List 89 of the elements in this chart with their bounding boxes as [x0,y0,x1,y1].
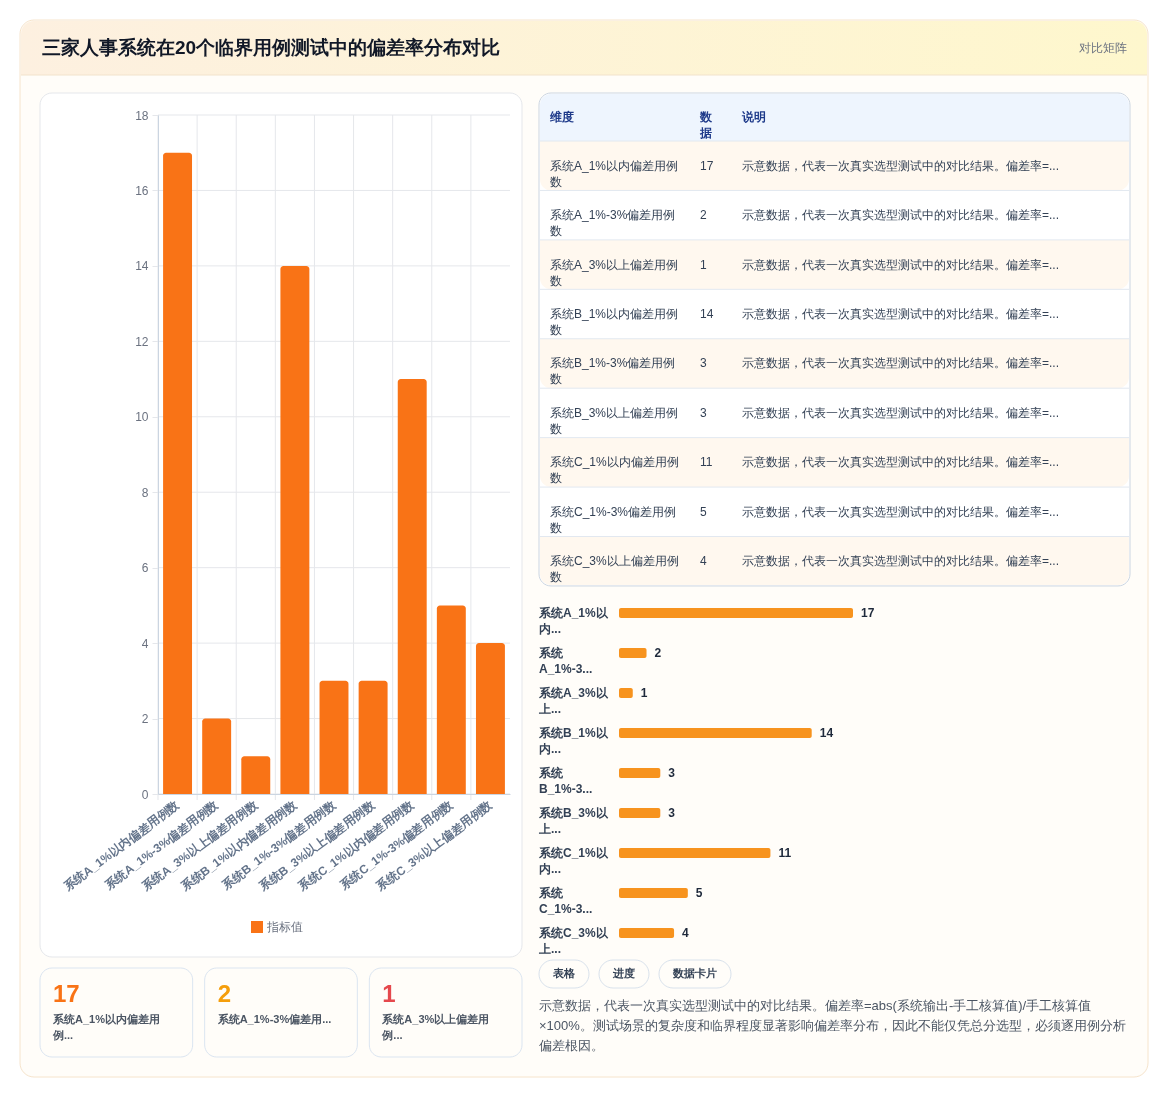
bar [436,605,466,794]
data-label: 4 [682,926,690,940]
bar [475,643,505,794]
category-label: 系统B_1%以内偏差用例数 [550,307,679,338]
data-label: 14 [700,307,714,322]
text: 示意数据，代表一次真实选型测试中的对比结果。偏差率=... [742,504,1060,519]
text: 示意数据，代表一次真实选型测试中的对比结果。偏差率=... [742,554,1060,569]
text: 说明 [741,110,766,124]
y-tick-label: 系统C_1%以内... [538,846,609,876]
y-tick-label: 系统C_1%-3... [538,886,593,916]
data-label: 1 [700,257,707,272]
text: 示意数据，代表一次真实选型测试中的对比结果。偏差率=... [742,257,1060,272]
y-tick-label: 10 [135,410,149,425]
bar [619,648,647,658]
bar [619,848,771,858]
data-label: 4 [700,554,707,569]
data-label: 5 [695,886,703,900]
y-tick-label: 14 [135,259,149,274]
bar [241,756,271,794]
bar [202,718,232,794]
text: 三家人事系统在20个临界用例测试中的偏差率分布对比 [42,37,501,58]
data-label: 1 [640,686,648,700]
bar [358,680,388,794]
y-tick-label: 6 [141,561,149,576]
category-label: 系统C_3%以上偏差用例数 [550,554,679,585]
category-label: 系统A_3%以上偏差用例... [381,1013,490,1041]
y-tick-label: 4 [141,636,149,651]
y-tick-label: 18 [135,108,149,123]
text: 维度 [549,110,574,124]
text: 示意数据，代表一次真实选型测试中的对比结果。偏差率=abs(系统输出-手工核算值)/手工核算值×100%。测试场景的复杂度和临界程度显著影响偏差率分布，因此不能仅凭总分选型，必须逐用例分析偏差根因。 [539,998,1126,1053]
text: 示意数据，代表一次真实选型测试中的对比结果。偏差率=... [742,208,1060,223]
bar [619,608,853,618]
data-label: 3 [668,766,676,780]
category-label: 系统C_1%-3%偏差用例数 [550,504,677,535]
y-tick-label: 系统A_1%以内... [538,606,609,636]
data-label: 11 [700,455,713,470]
y-tick-label: 2 [141,712,149,727]
data-label: 17 [861,606,875,620]
category-label: 系统C_1%以内偏差用例数 [550,455,679,486]
bar [163,152,193,794]
bar [619,688,633,698]
bar [619,808,661,818]
text: 示意数据，代表一次真实选型测试中的对比结果。偏差率=... [742,158,1060,173]
category-label: 系统A_1%以内偏差用例数 [550,158,679,189]
bar [319,680,349,794]
text: 示意数据，代表一次真实选型测试中的对比结果。偏差率=... [742,455,1060,470]
text: 对比矩阵 [1079,41,1127,55]
text: 示意数据，代表一次真实选型测试中的对比结果。偏差率=... [742,405,1060,420]
category-label: 系统A_1%-3%偏差用... [216,1013,332,1025]
bar [619,768,661,778]
text: 示意数据，代表一次真实选型测试中的对比结果。偏差率=... [742,307,1060,322]
bar [619,728,812,738]
legend-label: 指标值 [266,920,303,934]
y-tick-label: 0 [141,787,149,802]
category-label: 表格 [552,967,576,979]
category-label: 系统B_1%-3%偏差用例数 [550,356,676,387]
bar [619,928,675,938]
data-label: 2 [654,646,662,660]
y-tick-label: 系统B_1%-3... [538,766,593,796]
category-label: 系统B_3%以上偏差用例数 [550,405,679,436]
y-tick-label: 8 [141,485,149,500]
data-label: 3 [700,356,707,371]
category-label: 数据卡片 [672,967,717,979]
data-label: 3 [700,405,707,420]
data-label: 11 [778,846,792,860]
data-label: 2 [217,980,232,1007]
y-tick-label: 系统A_1%-3... [538,646,593,676]
bar [280,265,310,794]
data-label: 2 [700,208,707,223]
data-label: 14 [819,726,834,740]
y-tick-label: 系统B_3%以上... [538,806,609,836]
y-tick-label: 系统A_3%以上... [538,686,609,716]
text: 数据 [699,110,713,140]
text: 示意数据，代表一次真实选型测试中的对比结果。偏差率=... [742,356,1060,371]
data-label: 17 [700,158,714,173]
data-label: 5 [700,504,707,519]
category-label: 系统A_3%以上偏差用例数 [550,257,679,288]
bar [397,379,427,794]
y-tick-label: 系统B_1%以内... [538,726,609,756]
y-tick-label: 系统C_3%以上... [538,926,609,956]
category-label: 系统A_1%以内偏差用例... [52,1013,160,1041]
data-label: 17 [53,980,80,1007]
y-tick-label: 16 [135,183,149,198]
y-tick-label: 12 [135,334,149,349]
bar [619,888,688,898]
category-label: 进度 [612,967,635,979]
data-label: 1 [382,980,396,1007]
data-label: 3 [668,806,676,820]
category-label: 系统A_1%-3%偏差用例数 [550,208,676,239]
